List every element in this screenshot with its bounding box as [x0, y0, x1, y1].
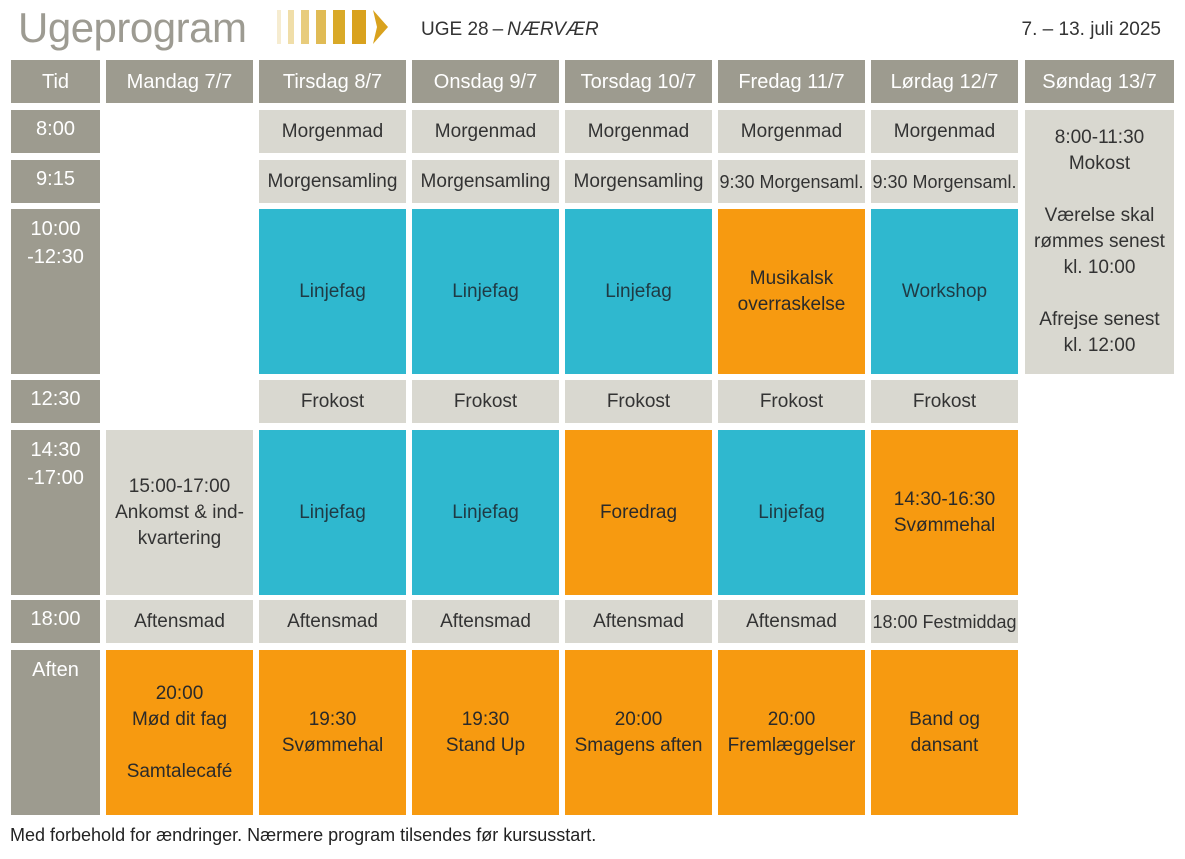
event-cell: 18:00 Festmiddag	[871, 600, 1018, 643]
event-cell: Morgenmad	[718, 110, 865, 153]
column-header-tid: Tid	[11, 60, 100, 103]
time-cell-1230: 12:30	[11, 380, 100, 423]
event-cell: Workshop	[871, 209, 1018, 374]
week-theme: NÆRVÆR	[507, 19, 599, 40]
event-cell: Morgensamling	[259, 160, 406, 203]
event-cell: 15:00-17:00 Ankomst & ind- kvartering	[106, 430, 253, 595]
time-cell-0915: 9:15	[11, 160, 100, 203]
event-cell: Aftensmad	[565, 600, 712, 643]
event-cell: 20:00 Mød dit fag Samtalecafé	[106, 650, 253, 815]
event-cell: Frokost	[412, 380, 559, 423]
stripes-arrow-icon	[277, 10, 388, 44]
time-cell-0800: 8:00	[11, 110, 100, 153]
event-cell: Frokost	[871, 380, 1018, 423]
event-cell: Linjefag	[259, 430, 406, 595]
event-cell: Frokost	[259, 380, 406, 423]
event-cell: Band og dansant	[871, 650, 1018, 815]
event-cell: 9:30 Morgensaml.	[718, 160, 865, 203]
event-cell: 14:30-16:30 Svømmehal	[871, 430, 1018, 595]
event-cell: Aftensmad	[106, 600, 253, 643]
footer-note: Med forbehold for ændringer. Nærmere pro…	[10, 825, 597, 845]
event-cell: 20:00 Fremlæggelser	[718, 650, 865, 815]
event-cell: Morgenmad	[871, 110, 1018, 153]
column-header-mandag: Mandag 7/7	[106, 60, 253, 103]
event-cell: Morgenmad	[259, 110, 406, 153]
column-header-lordag: Lørdag 12/7	[871, 60, 1018, 103]
event-cell: Linjefag	[565, 209, 712, 374]
event-cell: Linjefag	[412, 209, 559, 374]
sunday-cell: 8:00-11:30 Mokost Værelse skal rømmes se…	[1025, 110, 1174, 374]
event-cell: Morgensamling	[565, 160, 712, 203]
event-cell: Morgenmad	[412, 110, 559, 153]
week-separator: –	[492, 19, 504, 40]
event-cell: Frokost	[718, 380, 865, 423]
event-cell: 9:30 Morgensaml.	[871, 160, 1018, 203]
time-cell-aften: Aften	[11, 650, 100, 815]
event-cell: Linjefag	[259, 209, 406, 374]
event-cell: Linjefag	[412, 430, 559, 595]
event-cell: Morgenmad	[565, 110, 712, 153]
week-number: UGE 28	[421, 19, 489, 40]
event-cell: Frokost	[565, 380, 712, 423]
event-cell: Morgensamling	[412, 160, 559, 203]
time-cell-1800: 18:00	[11, 600, 100, 643]
event-cell: Musikalsk overraskelse	[718, 209, 865, 374]
time-cell-1430: 14:30 -17:00	[11, 430, 100, 595]
event-cell: 19:30 Stand Up	[412, 650, 559, 815]
event-cell: Foredrag	[565, 430, 712, 595]
event-cell: Aftensmad	[718, 600, 865, 643]
column-header-sondag: Søndag 13/7	[1025, 60, 1174, 103]
page-title: Ugeprogram	[18, 4, 247, 51]
event-cell: Aftensmad	[412, 600, 559, 643]
week-label: UGE 28– NÆRVÆR	[421, 19, 599, 41]
column-header-onsdag: Onsdag 9/7	[412, 60, 559, 103]
date-range: 7. – 13. juli 2025	[1021, 19, 1161, 40]
event-cell: Linjefag	[718, 430, 865, 595]
event-cell: 20:00 Smagens aften	[565, 650, 712, 815]
column-header-torsdag: Torsdag 10/7	[565, 60, 712, 103]
column-header-tirsdag: Tirsdag 8/7	[259, 60, 406, 103]
event-cell: 19:30 Svømmehal	[259, 650, 406, 815]
event-cell: Aftensmad	[259, 600, 406, 643]
time-cell-1000: 10:00 -12:30	[11, 209, 100, 374]
column-header-fredag: Fredag 11/7	[718, 60, 865, 103]
